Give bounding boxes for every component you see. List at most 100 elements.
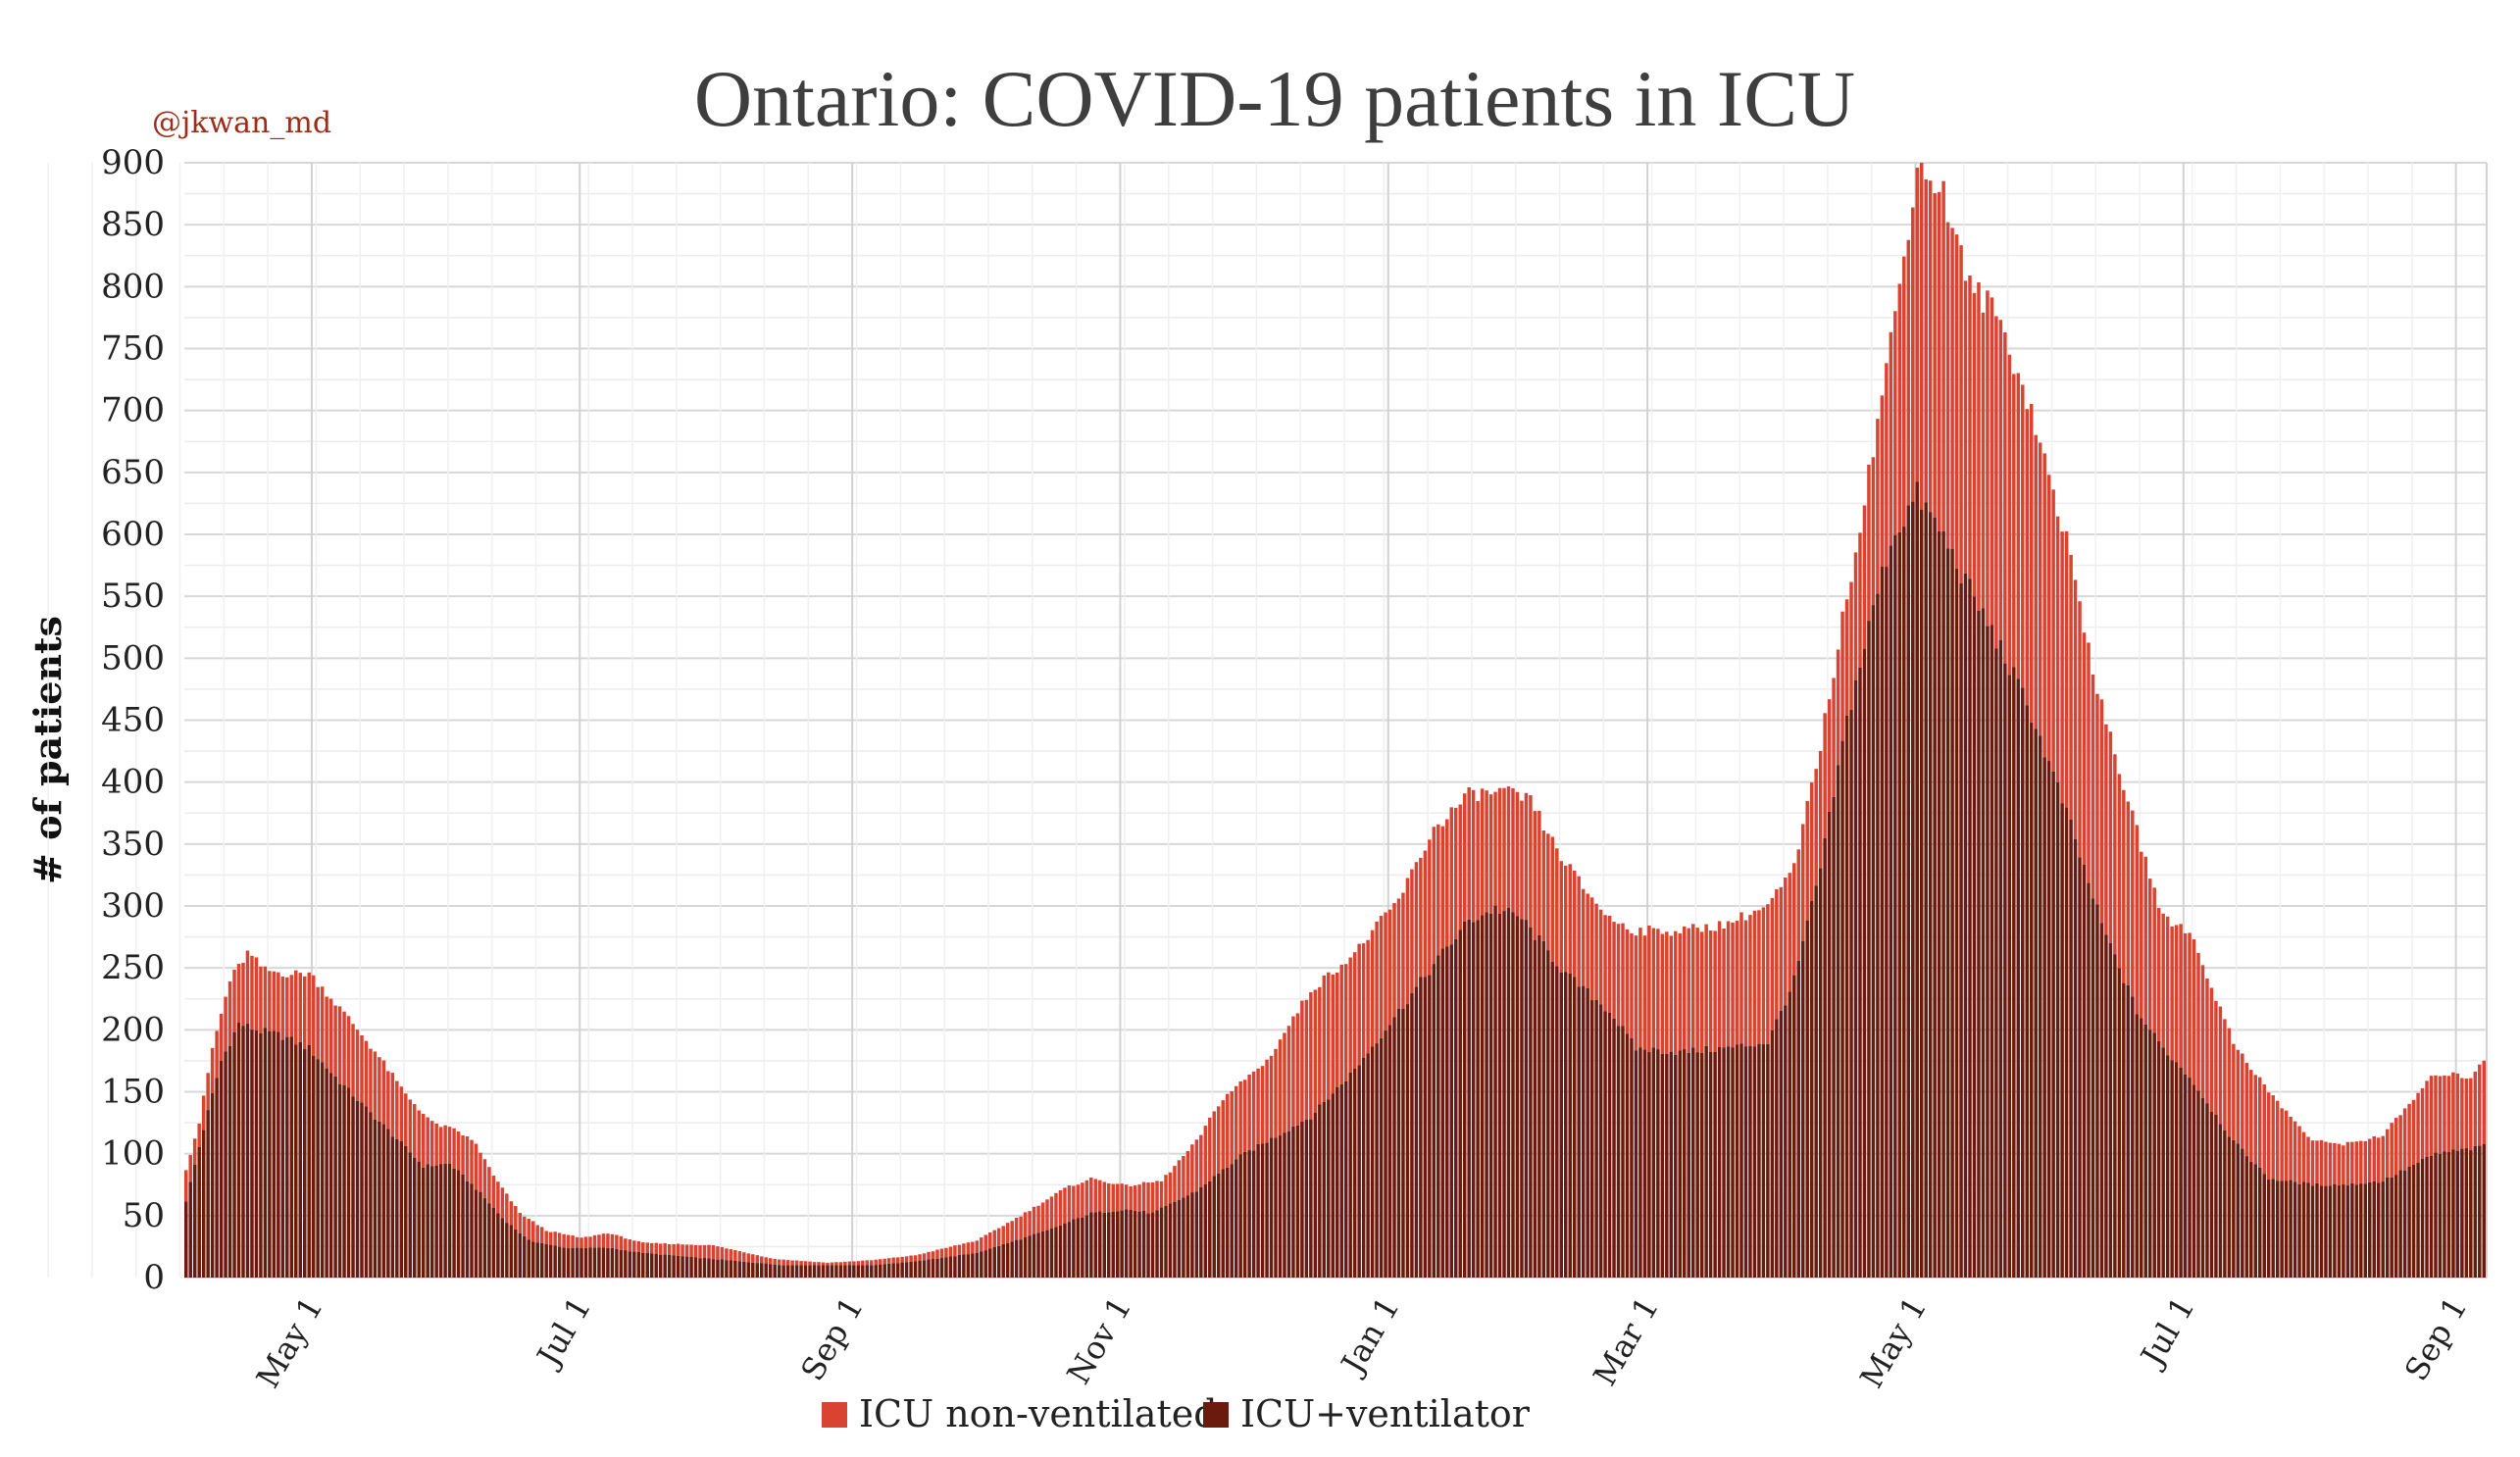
bar-non-ventilated xyxy=(268,971,272,1031)
bar-ventilator xyxy=(2170,1060,2174,1278)
bar-ventilator xyxy=(294,1044,298,1278)
bar-non-ventilated xyxy=(632,1240,636,1252)
bar-non-ventilated xyxy=(219,1013,224,1061)
bar-ventilator xyxy=(1770,1030,1775,1278)
bar-ventilator xyxy=(817,1265,821,1278)
bar-ventilator xyxy=(2003,663,2007,1278)
bar-non-ventilated xyxy=(1106,1182,1111,1213)
bar-ventilator xyxy=(1678,1050,1683,1278)
bar-non-ventilated xyxy=(272,971,277,1031)
y-tick-label: 0 xyxy=(143,1258,165,1297)
bar-ventilator xyxy=(1656,1049,1660,1278)
bar-non-ventilated xyxy=(447,1127,452,1164)
bar-ventilator xyxy=(1506,907,1511,1278)
bar-non-ventilated xyxy=(1230,1090,1234,1165)
bar-non-ventilated xyxy=(2223,1019,2227,1130)
bar-non-ventilated xyxy=(939,1248,944,1259)
bar-ventilator xyxy=(325,1068,328,1278)
bar-non-ventilated xyxy=(1423,850,1428,978)
bar-non-ventilated xyxy=(1880,395,1885,567)
bar-non-ventilated xyxy=(1844,599,1849,716)
bar-non-ventilated xyxy=(1827,699,1832,812)
bar-non-ventilated xyxy=(2350,1141,2354,1183)
bar-ventilator xyxy=(2188,1078,2192,1278)
bar-ventilator xyxy=(2306,1182,2310,1278)
bar-ventilator xyxy=(1129,1210,1133,1278)
bar-non-ventilated xyxy=(535,1225,539,1243)
bar-ventilator xyxy=(1836,765,1840,1278)
bar-non-ventilated xyxy=(1185,1150,1190,1196)
bar-non-ventilated xyxy=(1511,788,1515,913)
bar-non-ventilated xyxy=(360,1034,364,1103)
bar-ventilator xyxy=(518,1232,523,1278)
bar-ventilator xyxy=(2183,1074,2188,1278)
bar-ventilator xyxy=(2042,757,2046,1278)
bar-ventilator xyxy=(1708,1052,1713,1278)
bar-non-ventilated xyxy=(2293,1121,2297,1182)
bar-non-ventilated xyxy=(2078,601,2082,858)
bar-non-ventilated xyxy=(1634,935,1638,1051)
bar-non-ventilated xyxy=(1432,827,1436,965)
bar-ventilator xyxy=(1919,509,1924,1278)
bar-ventilator xyxy=(562,1247,566,1278)
bar-non-ventilated xyxy=(390,1073,395,1137)
bar-non-ventilated xyxy=(2275,1100,2280,1181)
bar-ventilator xyxy=(2416,1162,2420,1278)
bar-non-ventilated xyxy=(1853,552,1858,680)
bar-ventilator xyxy=(693,1257,698,1278)
bar-ventilator xyxy=(2289,1180,2293,1278)
bar-non-ventilated xyxy=(628,1239,632,1252)
bar-ventilator xyxy=(1462,921,1467,1278)
bar-ventilator xyxy=(1269,1137,1274,1278)
bar-ventilator xyxy=(236,1023,241,1278)
bar-ventilator xyxy=(2275,1181,2280,1278)
bar-ventilator xyxy=(1251,1150,1256,1278)
bar-ventilator xyxy=(628,1251,632,1278)
bar-ventilator xyxy=(966,1254,971,1278)
bar-non-ventilated xyxy=(1559,861,1564,973)
bar-non-ventilated xyxy=(1731,922,1735,1048)
bar-ventilator xyxy=(808,1265,812,1278)
bar-non-ventilated xyxy=(895,1257,900,1264)
bar-ventilator xyxy=(1190,1192,1194,1278)
bar-non-ventilated xyxy=(404,1093,408,1146)
bar-ventilator xyxy=(272,1030,277,1278)
bar-non-ventilated xyxy=(1265,1059,1269,1143)
bar-ventilator xyxy=(474,1189,479,1278)
bar-ventilator xyxy=(2376,1182,2381,1278)
bar-non-ventilated xyxy=(580,1237,583,1249)
bar-non-ventilated xyxy=(2473,1071,2478,1146)
bar-non-ventilated xyxy=(307,972,311,1045)
bar-ventilator xyxy=(2280,1181,2284,1278)
bar-non-ventilated xyxy=(2297,1126,2301,1184)
bar-ventilator xyxy=(2455,1150,2460,1278)
bar-ventilator xyxy=(597,1247,601,1278)
bar-non-ventilated xyxy=(2156,908,2161,1042)
bar-non-ventilated xyxy=(2451,1072,2455,1150)
bar-ventilator xyxy=(922,1260,927,1278)
bar-ventilator xyxy=(2143,1024,2147,1278)
bar-ventilator xyxy=(1515,916,1520,1278)
bar-non-ventilated xyxy=(817,1262,821,1266)
bar-ventilator xyxy=(544,1244,548,1278)
bar-non-ventilated xyxy=(2091,674,2095,899)
bar-ventilator xyxy=(2034,728,2038,1278)
bar-non-ventilated xyxy=(434,1123,438,1166)
bar-ventilator xyxy=(689,1256,693,1278)
bar-ventilator xyxy=(2064,807,2069,1278)
bar-ventilator xyxy=(1419,977,1423,1278)
bar-ventilator xyxy=(2460,1148,2464,1278)
bar-ventilator xyxy=(1994,648,1998,1278)
y-tick-label: 700 xyxy=(101,391,165,430)
bar-non-ventilated xyxy=(557,1232,562,1247)
bar-non-ventilated xyxy=(548,1231,553,1245)
bar-ventilator xyxy=(395,1138,399,1278)
bar-ventilator xyxy=(426,1164,429,1278)
bar-non-ventilated xyxy=(1986,290,1990,627)
bar-non-ventilated xyxy=(479,1152,482,1192)
bar-ventilator xyxy=(1120,1210,1124,1278)
bar-non-ventilated xyxy=(1392,902,1396,1018)
bar-ventilator xyxy=(2342,1184,2345,1278)
bar-ventilator xyxy=(539,1242,544,1278)
bar-non-ventilated xyxy=(1885,363,1889,568)
